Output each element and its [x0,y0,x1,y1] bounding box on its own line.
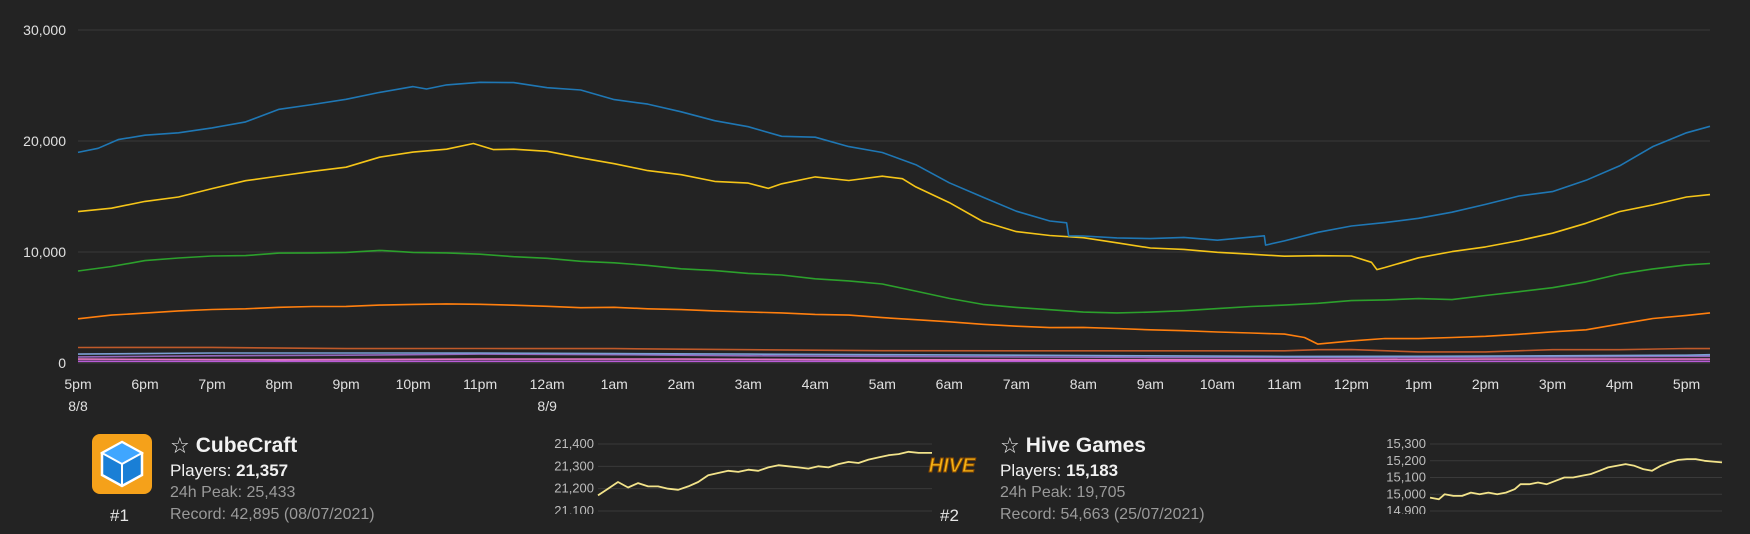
record-stat: Record: 42,895 (08/07/2021) [170,506,375,523]
peak-stat: 24h Peak: 25,433 [170,484,296,501]
x-date-label: 8/9 [537,398,557,414]
mini-y-tick-label: 15,100 [1386,470,1426,485]
x-tick-label: 5pm [1673,376,1700,392]
x-tick-label: 2pm [1472,376,1499,392]
x-date-label: 8/8 [68,398,88,414]
x-tick-label: 8pm [265,376,292,392]
mini-y-tick-label: 21,300 [554,458,594,473]
x-tick-label: 1pm [1405,376,1432,392]
hive-logo: HIVE [922,434,982,494]
mini-chart-cubecraft: 21,100 21,200 21,300 21,400 [554,436,932,514]
series-line [77,249,1711,314]
mini-y-tick-label: 14,900 [1386,503,1426,514]
series-line [77,142,1711,271]
player-count-chart: 0 10,000 20,000 30,000 5pm 6pm 7pm 8pm 9pm 10pm 11… [23,22,1711,414]
record-stat: Record: 54,663 (25/07/2021) [1000,506,1205,523]
mini-y-tick-label: 15,300 [1386,436,1426,451]
y-tick-label: 20,000 [23,133,66,149]
series-line [77,358,1710,361]
server-name[interactable]: CubeCraft [195,434,298,457]
x-tick-label: 3pm [1539,376,1566,392]
x-tick-label: 7am [1003,376,1030,392]
mini-y-tick-label: 21,400 [554,436,594,451]
mini-series-line [1429,458,1723,501]
mini-series-line [597,450,932,497]
x-tick-label: 5am [869,376,896,392]
x-tick-label: 8am [1070,376,1097,392]
y-tick-label: 30,000 [23,22,66,38]
mini-y-tick-label: 15,000 [1386,486,1426,501]
x-tick-label: 10pm [396,376,431,392]
favorite-star-icon[interactable]: ☆ [170,433,190,458]
series-line [77,81,1711,246]
x-tick-label: 10am [1200,376,1235,392]
series-line [77,352,1711,358]
x-tick-label: 11am [1267,376,1301,392]
x-tick-label: 11pm [463,376,497,392]
players-stat: Players: 21,357 [170,461,289,480]
x-tick-label: 9pm [332,376,359,392]
x-tick-label: 4am [802,376,829,392]
y-tick-label: 10,000 [23,244,66,260]
x-tick-label: 1am [601,376,628,392]
players-stat: Players: 15,183 [1000,461,1119,480]
x-tick-label: 6am [936,376,963,392]
x-tick-label: 5pm [64,376,91,392]
x-tick-label: 3am [735,376,762,392]
favorite-star-icon[interactable]: ☆ [1000,433,1020,458]
server-name[interactable]: Hive Games [1025,434,1146,457]
x-tick-label: 6pm [131,376,158,392]
server-card-cubecraft[interactable]: #1 ☆ CubeCraft Players: 21,357 24h Peak:… [92,433,932,534]
x-tick-label: 12pm [1334,376,1369,392]
x-tick-label: 2am [668,376,695,392]
mini-y-tick-label: 15,200 [1386,453,1426,468]
cube-icon [92,434,152,494]
svg-text:HIVE: HIVE [929,455,976,477]
x-tick-label: 7pm [198,376,225,392]
series-line [77,303,1711,345]
rank-label: #2 [940,506,959,525]
rank-label: #1 [110,506,129,525]
series-line [77,353,1710,359]
x-tick-label: 9am [1137,376,1164,392]
series-line [77,346,1711,353]
y-tick-label: 0 [58,355,66,371]
server-card-hive-games[interactable]: HIVE #2 ☆ Hive Games Players: 15,183 24h… [922,433,1723,534]
peak-stat: 24h Peak: 19,705 [1000,484,1126,501]
mini-y-tick-label: 21,200 [554,481,594,496]
x-tick-label: 12am [530,376,565,392]
x-tick-label: 4pm [1606,376,1633,392]
mini-y-tick-label: 21,100 [554,503,594,514]
